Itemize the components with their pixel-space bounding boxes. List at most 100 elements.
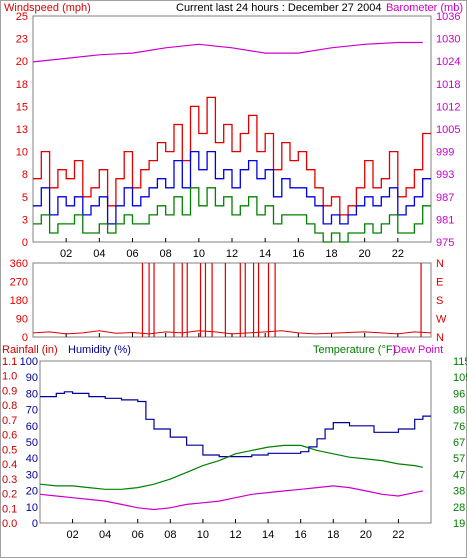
barometer-y-tick-label: 981: [436, 214, 454, 226]
humidity-plot-area: [39, 360, 432, 524]
compass-tick-label: S: [436, 295, 443, 307]
rainfall-y-tick-label: 0.7: [2, 415, 17, 427]
humidity-y-tick-label: 60: [26, 421, 38, 433]
temperature-y-tick-label: 115: [453, 356, 467, 368]
barometer-y-tick-label: 1036: [436, 11, 460, 23]
temperature-y-tick-label: 86: [453, 405, 465, 417]
humidity-x-tick-label: 08: [164, 529, 176, 541]
compass-tick-label: N: [436, 258, 444, 270]
rainfall-y-tick-label: 0.1: [2, 503, 17, 515]
temperature-y-tick-label: 105: [453, 372, 467, 384]
wind-y-tick-label: 10: [16, 147, 28, 159]
rainfall-y-tick-label: 0.4: [2, 459, 17, 471]
direction-y-tick-label: 270: [10, 277, 28, 289]
wind-x-tick-label: 10: [193, 248, 205, 260]
barometer-y-tick-label: 975: [436, 237, 454, 249]
rainfall-y-tick-label: 0.2: [2, 489, 17, 501]
temperature-series: [39, 444, 424, 490]
rainfall-y-tick-label: 0.8: [2, 400, 17, 412]
compass-tick-label: E: [436, 277, 443, 289]
rainfall-y-tick-label: 0.6: [2, 430, 17, 442]
temperature-axis-title: Temperature (°F): [313, 344, 396, 356]
compass-tick-label: W: [436, 314, 447, 326]
wind-x-tick-label: 20: [359, 248, 371, 260]
wind-axis-title: Windspeed (mph): [4, 2, 91, 14]
wind-x-tick-label: 02: [60, 248, 72, 260]
temperature-y-tick-label: 28: [453, 502, 465, 514]
direction-y-tick-label: 0: [22, 332, 28, 344]
wind-x-tick-label: 08: [160, 248, 172, 260]
humidity-y-tick-label: 30: [26, 469, 38, 481]
barometer-y-tick-label: 987: [436, 192, 454, 204]
windspeed-series: [33, 96, 431, 216]
wind-y-tick-label: 5: [22, 192, 28, 204]
rainfall-y-tick-label: 0.9: [2, 385, 17, 397]
rainfall-y-tick-label: 1.0: [2, 371, 17, 383]
wind-x-tick-label: 04: [93, 248, 105, 260]
barometer-axis-title: Barometer (mb): [386, 2, 463, 14]
dewpoint-axis-title: Dew Point: [393, 344, 443, 356]
rainfall-y-tick-label: 0.0: [2, 518, 17, 530]
direction-y-tick-label: 360: [10, 258, 28, 270]
temperature-y-tick-label: 76: [453, 421, 465, 433]
humidity-x-tick-label: 14: [262, 529, 274, 541]
temperature-y-tick-label: 38: [453, 486, 465, 498]
humidity-y-tick-label: 0: [32, 518, 38, 530]
wind-x-tick-label: 14: [259, 248, 271, 260]
barometer-y-tick-label: 999: [436, 147, 454, 159]
temperature-y-tick-label: 47: [453, 469, 465, 481]
humidity-series: [40, 391, 431, 458]
rainfall-y-tick-label: 0.5: [2, 444, 17, 456]
wind-barometer-panel: 0358101315182023259759819879939991005101…: [16, 11, 461, 260]
direction-baseline-series: [32, 330, 432, 335]
humidity-x-tick-label: 04: [99, 529, 111, 541]
humidity-y-tick-label: 10: [26, 502, 38, 514]
barometer-y-tick-label: 1012: [436, 101, 460, 113]
rainfall-y-tick-label: 1.1: [2, 356, 17, 368]
wind-x-tick-label: 06: [126, 248, 138, 260]
wind-x-tick-label: 22: [392, 248, 404, 260]
direction-y-tick-label: 90: [16, 314, 28, 326]
wind-x-tick-label: 12: [226, 248, 238, 260]
temperature-y-tick-label: 67: [453, 437, 465, 449]
barometer-series: [32, 41, 423, 63]
humidity-x-tick-label: 02: [66, 529, 78, 541]
wind-y-tick-label: 18: [16, 79, 28, 91]
humidity-y-tick-label: 40: [26, 453, 38, 465]
barometer-y-tick-label: 1005: [436, 124, 460, 136]
dewpoint-series: [39, 485, 424, 511]
wind-x-tick-label: 16: [292, 248, 304, 260]
compass-tick-label: N: [436, 332, 444, 344]
humidity-y-tick-label: 100: [20, 356, 38, 368]
wind-y-tick-label: 13: [16, 124, 28, 136]
wind-y-tick-label: 15: [16, 101, 28, 113]
barometer-y-tick-label: 993: [436, 169, 454, 181]
barometer-y-tick-label: 1024: [436, 56, 460, 68]
wind-y-tick-label: 23: [16, 34, 28, 46]
avg_wind-series: [33, 187, 431, 243]
humidity-x-tick-label: 20: [360, 529, 372, 541]
wind-y-tick-label: 25: [16, 11, 28, 23]
humidity-y-tick-label: 70: [26, 405, 38, 417]
gust-series: [33, 150, 431, 225]
direction-plot-area: [32, 262, 432, 338]
temperature-y-tick-label: 19: [453, 518, 465, 530]
humidity-y-tick-label: 80: [26, 388, 38, 400]
temperature-y-tick-label: 96: [453, 388, 465, 400]
humidity-x-tick-label: 18: [327, 529, 339, 541]
barometer-y-tick-label: 1018: [436, 79, 460, 91]
wind-y-tick-label: 8: [22, 169, 28, 181]
wind-y-tick-label: 0: [22, 237, 28, 249]
direction-y-tick-label: 180: [10, 295, 28, 307]
rainfall-y-tick-label: 0.3: [2, 474, 17, 486]
humidity-y-tick-label: 50: [26, 437, 38, 449]
humidity-x-tick-label: 10: [197, 529, 209, 541]
humidity-temperature-panel: 0.0 0.1 0.2 0.3 0.4 0.5 0.6 0.7 0.8 0.9 1.0 1.1 0 10 2…: [2, 356, 467, 541]
humidity-axis-title: Humidity (%): [68, 344, 131, 356]
humidity-x-tick-label: 16: [295, 529, 307, 541]
rainfall-axis-title: Rainfall (in): [2, 344, 58, 356]
humidity-y-tick-label: 90: [26, 372, 38, 384]
